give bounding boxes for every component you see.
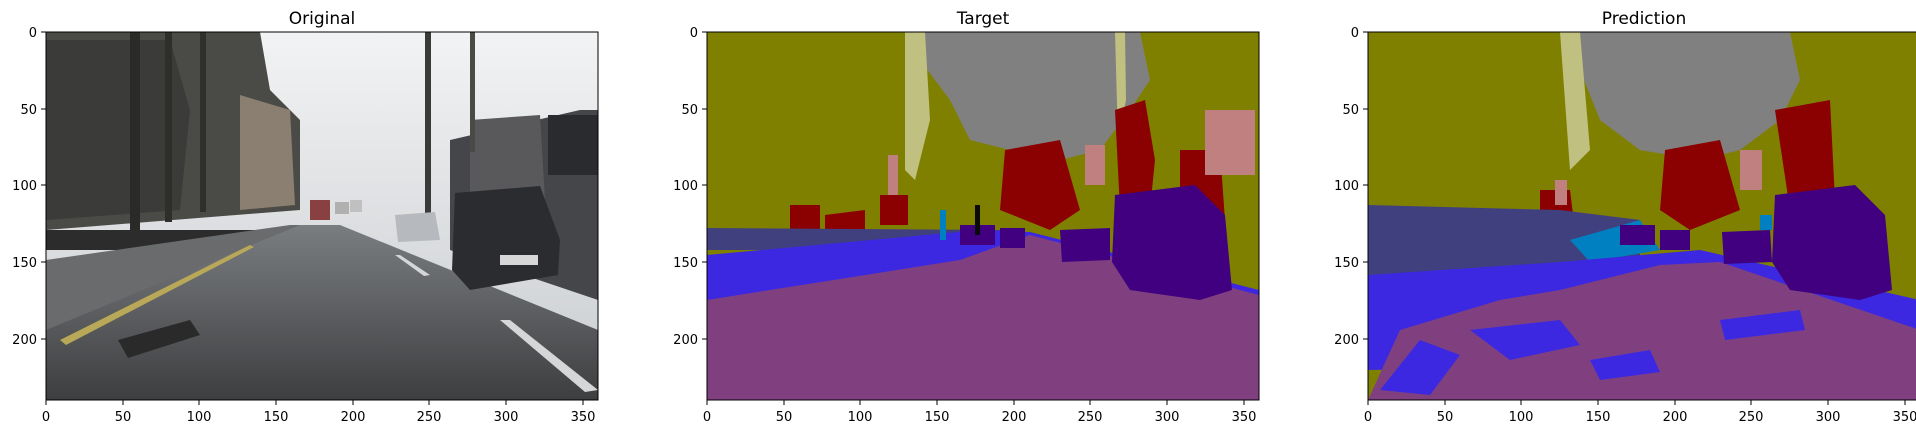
- x-tick-label: 100: [848, 400, 873, 425]
- x-tick-label: 300: [1816, 400, 1841, 425]
- svg-text:200: 200: [673, 333, 698, 348]
- svg-text:150: 150: [925, 410, 950, 425]
- svg-text:100: 100: [187, 410, 212, 425]
- svg-text:0: 0: [42, 410, 50, 425]
- x-tick-label: 350: [1893, 400, 1916, 425]
- x-axis: 0 50 100 150 200 250 300 350: [1364, 400, 1916, 425]
- x-tick-label: 300: [494, 400, 519, 425]
- svg-text:100: 100: [12, 179, 37, 194]
- svg-text:300: 300: [1155, 410, 1180, 425]
- y-tick-label: 100: [673, 179, 707, 194]
- panel-title: Target: [956, 9, 1010, 29]
- x-axis: 0 50 100 150 200 250 300 350: [42, 400, 596, 425]
- x-tick-label: 50: [1437, 400, 1454, 425]
- svg-text:100: 100: [1334, 179, 1359, 194]
- svg-text:200: 200: [1002, 410, 1027, 425]
- x-tick-label: 50: [115, 400, 132, 425]
- x-tick-label: 150: [264, 400, 289, 425]
- svg-text:100: 100: [848, 410, 873, 425]
- svg-text:50: 50: [776, 410, 793, 425]
- x-tick-label: 200: [1663, 400, 1688, 425]
- svg-text:50: 50: [20, 103, 37, 118]
- x-tick-label: 250: [417, 400, 442, 425]
- y-tick-label: 150: [1334, 256, 1368, 271]
- svg-text:350: 350: [1893, 410, 1916, 425]
- y-tick-label: 150: [12, 256, 46, 271]
- x-tick-label: 250: [1739, 400, 1764, 425]
- svg-text:350: 350: [571, 410, 596, 425]
- svg-text:50: 50: [681, 103, 698, 118]
- y-tick-label: 50: [1342, 103, 1368, 118]
- x-tick-label: 200: [341, 400, 366, 425]
- x-tick-label: 300: [1155, 400, 1180, 425]
- svg-text:200: 200: [1663, 410, 1688, 425]
- svg-text:150: 150: [1334, 256, 1359, 271]
- x-tick-label: 0: [42, 400, 50, 425]
- y-tick-label: 0: [1351, 26, 1368, 41]
- svg-text:200: 200: [1334, 333, 1359, 348]
- svg-text:300: 300: [1816, 410, 1841, 425]
- svg-text:0: 0: [1351, 26, 1359, 41]
- y-axis: 0 50 100 150 200: [673, 26, 707, 348]
- y-axis: 0 50 100 150 200: [12, 26, 46, 348]
- panel-original: Original: [12, 9, 599, 425]
- y-tick-label: 100: [1334, 179, 1368, 194]
- x-tick-label: 350: [571, 400, 596, 425]
- svg-text:250: 250: [417, 410, 442, 425]
- svg-text:50: 50: [115, 410, 132, 425]
- svg-text:50: 50: [1437, 410, 1454, 425]
- x-tick-label: 100: [1509, 400, 1534, 425]
- svg-text:50: 50: [1342, 103, 1359, 118]
- panel-target: Target: [673, 9, 1260, 425]
- x-tick-label: 150: [1586, 400, 1611, 425]
- panel-title: Original: [289, 9, 356, 29]
- x-tick-label: 250: [1078, 400, 1103, 425]
- panel-title: Prediction: [1602, 9, 1686, 29]
- y-tick-label: 200: [12, 333, 46, 348]
- svg-text:150: 150: [1586, 410, 1611, 425]
- x-tick-label: 200: [1002, 400, 1027, 425]
- ground-truth-segmentation-mask: [707, 32, 1259, 400]
- y-axis: 0 50 100 150 200: [1334, 26, 1368, 348]
- svg-text:250: 250: [1739, 410, 1764, 425]
- y-tick-label: 100: [12, 179, 46, 194]
- svg-text:0: 0: [1364, 410, 1372, 425]
- street-scene-photo: [46, 32, 598, 400]
- svg-text:100: 100: [1509, 410, 1534, 425]
- svg-text:200: 200: [341, 410, 366, 425]
- svg-text:200: 200: [12, 333, 37, 348]
- y-tick-label: 0: [29, 26, 46, 41]
- y-tick-label: 50: [20, 103, 46, 118]
- panel-prediction: Prediction: [1334, 9, 1916, 425]
- svg-text:150: 150: [264, 410, 289, 425]
- x-tick-label: 350: [1232, 400, 1257, 425]
- svg-text:0: 0: [703, 410, 711, 425]
- x-tick-label: 50: [776, 400, 793, 425]
- svg-text:350: 350: [1232, 410, 1257, 425]
- x-tick-label: 150: [925, 400, 950, 425]
- x-tick-label: 0: [1364, 400, 1372, 425]
- svg-text:300: 300: [494, 410, 519, 425]
- predicted-segmentation-mask: [1368, 32, 1916, 400]
- svg-text:150: 150: [673, 256, 698, 271]
- y-tick-label: 150: [673, 256, 707, 271]
- y-tick-label: 200: [673, 333, 707, 348]
- x-tick-label: 0: [703, 400, 711, 425]
- y-tick-label: 200: [1334, 333, 1368, 348]
- x-tick-label: 100: [187, 400, 212, 425]
- svg-text:0: 0: [690, 26, 698, 41]
- svg-text:100: 100: [673, 179, 698, 194]
- x-axis: 0 50 100 150 200 250 300 350: [703, 400, 1257, 425]
- y-tick-label: 50: [681, 103, 707, 118]
- y-tick-label: 0: [690, 26, 707, 41]
- svg-text:150: 150: [12, 256, 37, 271]
- svg-text:0: 0: [29, 26, 37, 41]
- svg-text:250: 250: [1078, 410, 1103, 425]
